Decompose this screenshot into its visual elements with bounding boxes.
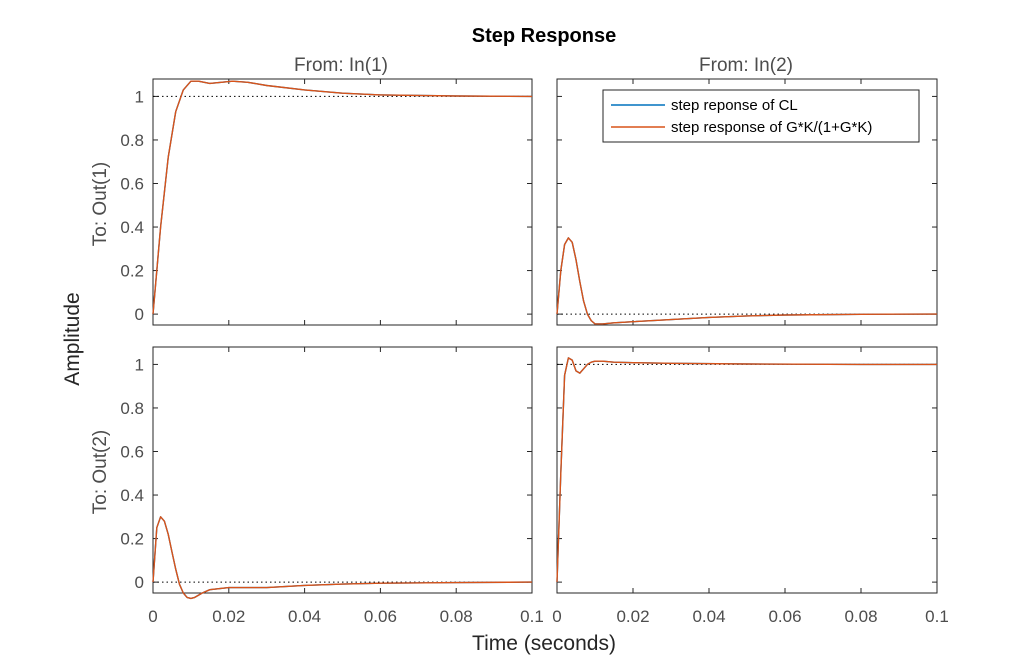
x-tick-label: 0.1 xyxy=(925,607,949,626)
subplot-grid: 0 0.2 0.4 0.6 0.8 1 0 0.2 0.4 0.6 0.8 1 0 0.02 0.04 0.0… xyxy=(120,78,949,626)
axes-frame xyxy=(152,346,533,594)
x-tick-label: 0.08 xyxy=(844,607,877,626)
x-tick-label: 0.1 xyxy=(520,607,544,626)
axes-frame xyxy=(556,346,938,594)
legend-entry-label: step response of G*K/(1+G*K) xyxy=(671,119,872,136)
x-tick-label: 0 xyxy=(148,607,157,626)
x-tick-label: 0.06 xyxy=(768,607,801,626)
x-tick-label: 0.04 xyxy=(692,607,725,626)
row-title-out1: To: Out(1) xyxy=(90,162,111,246)
y-tick-label: 0 xyxy=(135,305,144,324)
x-tick-label: 0.04 xyxy=(288,607,321,626)
y-tick-label: 0.8 xyxy=(120,131,144,150)
y-tick-label: 0.6 xyxy=(120,442,144,461)
y-tick-label: 0.2 xyxy=(120,262,144,281)
x-tick-label: 0.02 xyxy=(616,607,649,626)
y-tick-label: 0 xyxy=(135,573,144,592)
x-tick-label: 0 xyxy=(552,607,561,626)
y-tick-label: 1 xyxy=(135,87,144,106)
subplot-r1-c1: 0 0.2 0.4 0.6 0.8 1 xyxy=(120,78,533,326)
gk-step-line xyxy=(152,80,533,315)
column-title-in1: From: In(1) xyxy=(294,55,388,76)
chart-title: Step Response xyxy=(472,25,616,47)
subplot-r2-c2: 0 0.02 0.04 0.06 0.08 0.1 xyxy=(552,346,949,626)
gk-step-line xyxy=(152,516,533,600)
y-tick-label: 0.4 xyxy=(120,218,144,237)
y-axis-label: Amplitude xyxy=(61,292,84,385)
y-tick-label: 0.4 xyxy=(120,486,144,505)
y-tick-label: 0.8 xyxy=(120,399,144,418)
x-tick-label: 0.02 xyxy=(212,607,245,626)
gk-step-line xyxy=(556,357,937,583)
y-tick-label: 0.6 xyxy=(120,174,144,193)
x-axis-label: Time (seconds) xyxy=(472,632,616,655)
subplot-r2-c1: 0 0.2 0.4 0.6 0.8 1 0 0.02 0.04 0.06 0.08 0.1 xyxy=(120,346,544,626)
x-tick-label: 0.06 xyxy=(364,607,397,626)
legend-box xyxy=(602,89,920,143)
legend: step reponse of CL step response of G*K/(… xyxy=(602,89,920,143)
y-tick-label: 1 xyxy=(135,355,144,374)
axes-frame xyxy=(152,78,533,326)
gk-step-line xyxy=(556,237,938,325)
y-tick-label: 0.2 xyxy=(120,530,144,549)
column-title-in2: From: In(2) xyxy=(699,55,793,76)
x-tick-label: 0.08 xyxy=(440,607,473,626)
row-title-out2: To: Out(2) xyxy=(90,430,111,514)
legend-entry-label: step reponse of CL xyxy=(671,97,798,114)
